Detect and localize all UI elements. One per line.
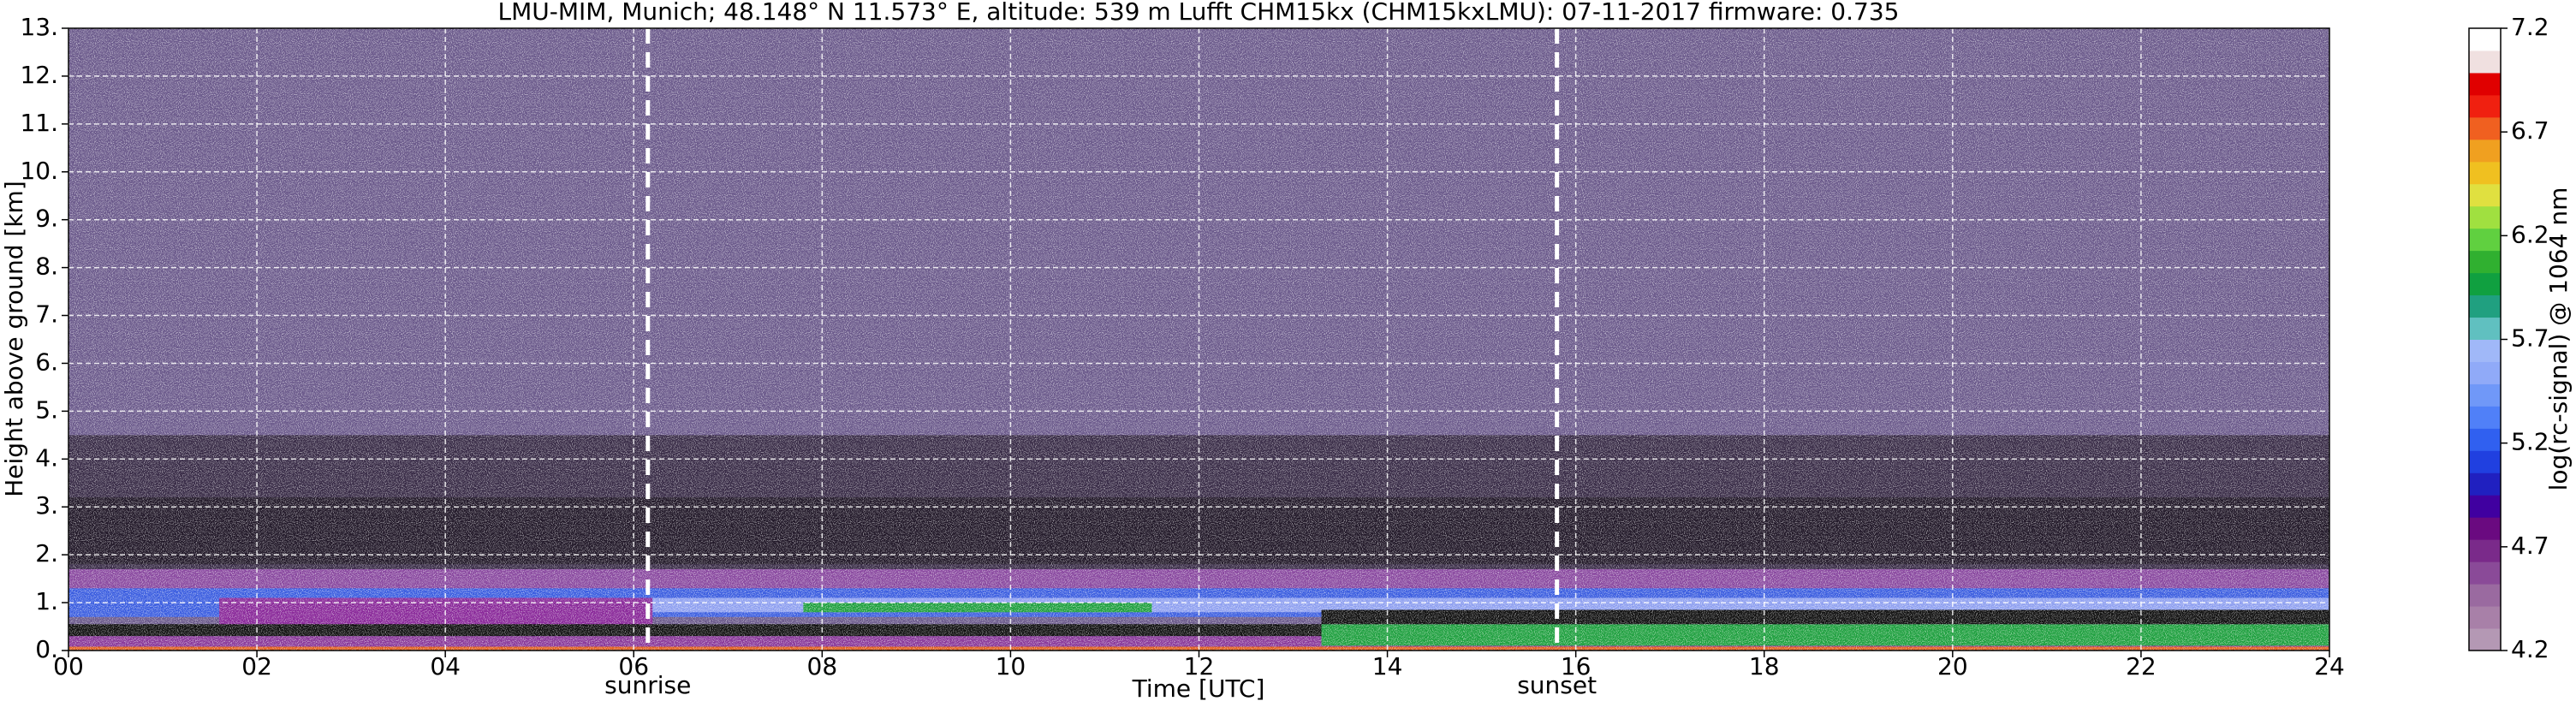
y-tick-label: 13. (20, 13, 58, 41)
y-tick-label: 8. (35, 253, 58, 281)
x-tick-label: 14 (1372, 652, 1403, 680)
colorbar-segment (2469, 584, 2501, 607)
x-tick-label: 06 (618, 652, 649, 680)
colorbar-segment (2469, 28, 2501, 51)
x-tick-label: 12 (1184, 652, 1215, 680)
colorbar-segment (2469, 228, 2501, 252)
y-tick-label: 0. (35, 635, 58, 663)
colorbar-segment (2469, 317, 2501, 340)
colorbar-segment (2469, 116, 2501, 140)
y-tick-label: 7. (35, 300, 58, 329)
colorbar-segment (2469, 561, 2501, 585)
chart-title: LMU-MIM, Munich; 48.148° N 11.573° E, al… (498, 0, 1900, 26)
colorbar-segment (2469, 139, 2501, 163)
colorbar-segment (2469, 606, 2501, 629)
annotation-label: sunset (1517, 671, 1597, 699)
colorbar-segment (2469, 161, 2501, 185)
colorbar-segment (2469, 450, 2501, 473)
colorbar-segment (2469, 517, 2501, 540)
colorbar-tick-label: 4.2 (2511, 635, 2549, 663)
x-tick-label: 22 (2126, 652, 2157, 680)
y-tick-label: 9. (35, 205, 58, 233)
colorbar-label: log(rc-signal) @ 1064 nm (2544, 187, 2573, 491)
colorbar-segment (2469, 272, 2501, 296)
annotation-label: sunrise (604, 671, 691, 699)
colorbar-segment (2469, 183, 2501, 207)
y-tick-label: 1. (35, 587, 58, 615)
colorbar-segment (2469, 205, 2501, 229)
colorbar-segment (2469, 94, 2501, 118)
colorbar-segment (2469, 495, 2501, 518)
colorbar-segment (2469, 539, 2501, 562)
colorbar-segment (2469, 383, 2501, 407)
x-tick-label: 20 (1937, 652, 1968, 680)
y-tick-label: 12. (20, 61, 58, 89)
colorbar-segment (2469, 50, 2501, 74)
x-tick-label: 24 (2314, 652, 2345, 680)
y-tick-label: 6. (35, 348, 58, 376)
x-tick-label: 16 (1561, 652, 1591, 680)
colorbar-segment (2469, 472, 2501, 496)
x-tick-label: 10 (996, 652, 1026, 680)
colorbar-segment (2469, 628, 2501, 651)
colorbar-tick-label: 6.2 (2511, 220, 2549, 248)
colorbar-segment (2469, 294, 2501, 318)
x-tick-label: 02 (241, 652, 272, 680)
y-axis-label: Height above ground [km] (0, 181, 28, 497)
y-tick-label: 2. (35, 539, 58, 567)
colorbar-tick-label: 5.2 (2511, 428, 2549, 456)
colorbar-segment (2469, 250, 2501, 274)
y-tick-label: 3. (35, 491, 58, 520)
colorbar-segment (2469, 361, 2501, 384)
y-tick-label: 4. (35, 443, 58, 472)
y-tick-label: 11. (20, 109, 58, 137)
colorbar-tick-label: 4.7 (2511, 532, 2549, 560)
x-axis-label: Time [UTC] (1132, 674, 1265, 703)
colorbar-tick-label: 5.7 (2511, 324, 2549, 353)
y-tick-label: 10. (20, 157, 58, 185)
x-tick-label: 04 (430, 652, 461, 680)
x-tick-label: 18 (1749, 652, 1780, 680)
colorbar-tick-label: 6.7 (2511, 116, 2549, 145)
y-tick-label: 5. (35, 395, 58, 424)
colorbar-tick-label: 7.2 (2511, 13, 2549, 41)
colorbar-segment (2469, 428, 2501, 451)
x-tick-label: 00 (53, 652, 84, 680)
plot-frame (68, 27, 2330, 651)
x-tick-label: 08 (807, 652, 838, 680)
colorbar-segment (2469, 72, 2501, 96)
colorbar-segment (2469, 406, 2501, 429)
colorbar-segment (2469, 339, 2501, 362)
